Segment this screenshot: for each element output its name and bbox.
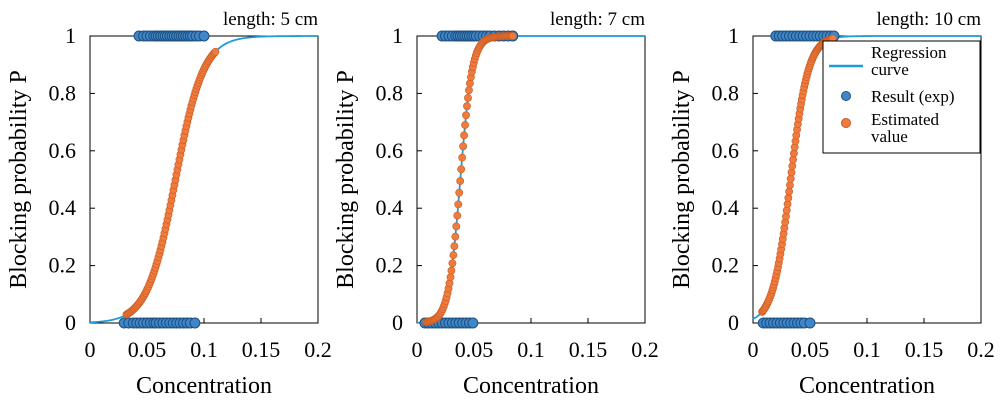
estimated-value-point bbox=[450, 242, 459, 251]
x-tick-label: 0.15 bbox=[905, 337, 944, 362]
chart-panel-2: 0 0.2 0.4 0.6 0.8 1 0 0.05 0.1 0.15 0.2 Concentrati… bbox=[333, 9, 659, 399]
x-tick-label: 0 bbox=[412, 337, 423, 362]
estimated-value-point bbox=[458, 153, 467, 162]
legend-estimated-line1: Estimated bbox=[871, 110, 939, 129]
estimated-value-point bbox=[457, 165, 466, 174]
x-axis-label: Concentration bbox=[799, 373, 935, 399]
estimated-value-point bbox=[786, 181, 794, 190]
estimated-value-point bbox=[211, 47, 220, 56]
estimated-value-point bbox=[785, 187, 794, 196]
estimated-value-point bbox=[460, 131, 468, 140]
legend-estimated-label: Estimated value bbox=[871, 110, 939, 146]
data-layer bbox=[89, 30, 318, 329]
y-axis-label: Blocking probability P bbox=[6, 70, 32, 289]
legend-estimated-swatch bbox=[841, 118, 851, 128]
y-tick-label: 1 bbox=[728, 23, 739, 48]
y-tick-label: 0.2 bbox=[376, 253, 404, 278]
x-axis-label: Concentration bbox=[136, 373, 272, 399]
estimated-value-point bbox=[446, 273, 455, 282]
result-exp-point bbox=[804, 317, 816, 329]
estimated-value-point bbox=[459, 142, 468, 151]
chart-panel-3: 0 0.2 0.4 0.6 0.8 1 0 0.05 0.1 0.15 0.2 Concentrati… bbox=[669, 9, 995, 399]
estimated-value-point bbox=[464, 93, 472, 102]
legend-estimated-line2: value bbox=[871, 127, 908, 146]
y-tick-label: 0 bbox=[65, 310, 76, 335]
y-tick-label: 0.6 bbox=[49, 138, 77, 163]
result-exp-point bbox=[198, 30, 210, 42]
panel-title: length: 5 cm bbox=[223, 9, 318, 30]
y-axis-label: Blocking probability P bbox=[669, 70, 695, 289]
x-tick-label: 0.15 bbox=[569, 337, 608, 362]
x-tick-label: 0.1 bbox=[853, 337, 881, 362]
plots: 0 0.2 0.4 0.6 0.8 1 0 0.05 0.1 0.15 0.2 Concentrati… bbox=[6, 9, 995, 399]
data-layer bbox=[416, 30, 645, 329]
x-tick-label: 0.1 bbox=[190, 337, 218, 362]
x-tick-label: 0.05 bbox=[791, 337, 830, 362]
legend-exp-swatch bbox=[841, 91, 851, 101]
y-tick-label: 0.2 bbox=[49, 253, 77, 278]
estimated-value-point bbox=[462, 111, 470, 120]
estimated-value-point bbox=[786, 174, 795, 183]
estimated-value-point bbox=[787, 168, 796, 177]
estimated-value-point bbox=[465, 86, 473, 95]
x-tick-label: 0 bbox=[85, 337, 96, 362]
estimated-value-point bbox=[453, 211, 462, 220]
y-tick-label: 0.8 bbox=[712, 80, 740, 105]
y-tick-label: 0.2 bbox=[712, 253, 740, 278]
legend: Regression curve Result (exp) Estimated valu… bbox=[822, 40, 981, 154]
x-tick-label: 0 bbox=[748, 337, 759, 362]
chart-panel-1: 0 0.2 0.4 0.6 0.8 1 0 0.05 0.1 0.15 0.2 Concentrati… bbox=[6, 9, 332, 399]
x-tick-label: 0.05 bbox=[455, 337, 494, 362]
estimated-value-point bbox=[463, 102, 471, 111]
estimated-value-point bbox=[454, 200, 463, 209]
estimated-value-point bbox=[508, 32, 517, 40]
estimated-value-point bbox=[451, 232, 460, 241]
x-tick-label: 0.2 bbox=[967, 337, 995, 362]
y-tick-label: 0.6 bbox=[376, 138, 404, 163]
estimated-value-point bbox=[452, 222, 461, 231]
y-tick-label: 0.8 bbox=[49, 80, 77, 105]
result-exp-point bbox=[189, 317, 201, 329]
estimated-value-point bbox=[456, 177, 465, 185]
data-layer bbox=[752, 30, 981, 329]
estimated-value-point bbox=[449, 251, 458, 259]
legend-regression-line2: curve bbox=[871, 60, 909, 79]
estimated-value-point bbox=[455, 188, 464, 197]
legend-regression-label: Regression curve bbox=[871, 43, 947, 79]
legend-exp-label: Result (exp) bbox=[871, 87, 955, 106]
result-exp-point bbox=[467, 317, 479, 329]
y-tick-label: 0.4 bbox=[376, 195, 404, 220]
y-tick-label: 0.4 bbox=[49, 195, 77, 220]
panel-title: length: 7 cm bbox=[550, 9, 645, 30]
estimated-value-point bbox=[447, 266, 456, 275]
x-tick-label: 0.1 bbox=[517, 337, 545, 362]
panel-title: length: 10 cm bbox=[877, 9, 982, 30]
x-axis-label: Concentration bbox=[463, 373, 599, 399]
estimated-value-point bbox=[461, 121, 469, 129]
x-tick-label: 0.2 bbox=[304, 337, 332, 362]
y-tick-label: 0.6 bbox=[712, 138, 740, 163]
y-tick-label: 1 bbox=[65, 23, 76, 48]
estimated-value-point bbox=[448, 259, 457, 268]
x-tick-label: 0.2 bbox=[631, 337, 659, 362]
y-tick-label: 1 bbox=[392, 23, 403, 48]
y-tick-label: 0.4 bbox=[712, 195, 740, 220]
y-tick-label: 0.8 bbox=[376, 80, 404, 105]
y-tick-label: 0 bbox=[728, 310, 739, 335]
legend-regression-line1: Regression bbox=[871, 43, 947, 62]
x-tick-label: 0.15 bbox=[242, 337, 281, 362]
x-tick-label: 0.05 bbox=[128, 337, 167, 362]
y-tick-label: 0 bbox=[392, 310, 403, 335]
y-axis-label: Blocking probability P bbox=[333, 70, 359, 289]
